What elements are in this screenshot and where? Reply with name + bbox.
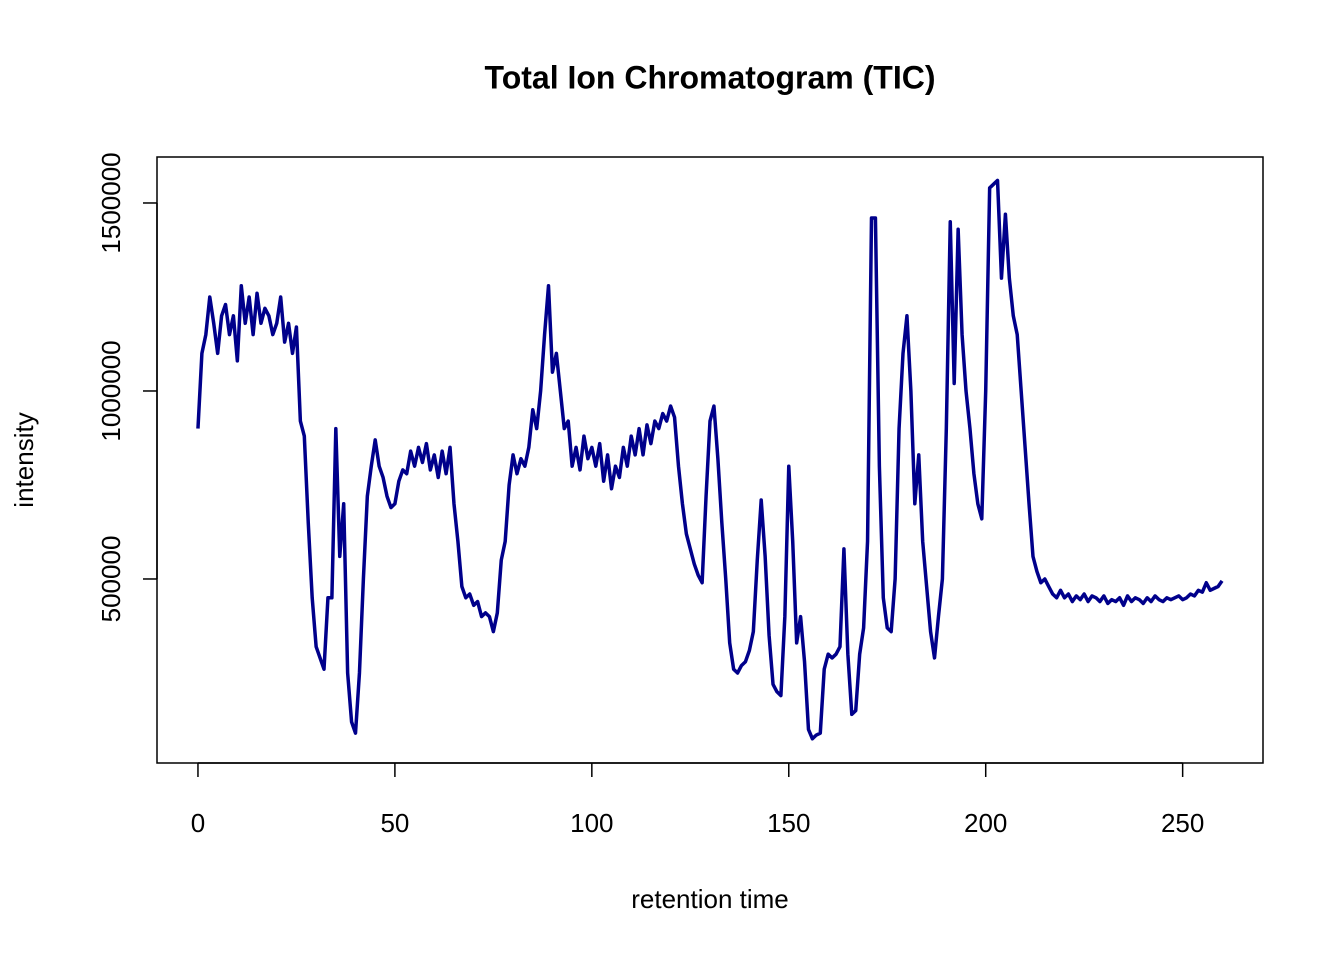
y-tick-label: 1000000 <box>96 340 126 441</box>
chart-title: Total Ion Chromatogram (TIC) <box>485 59 936 95</box>
x-axis-label: retention time <box>631 884 789 914</box>
x-tick-label: 200 <box>964 808 1007 838</box>
tic-line <box>196 178 1224 741</box>
x-tick-label: 100 <box>570 808 613 838</box>
y-tick-label: 500000 <box>96 536 126 623</box>
x-tick-label: 0 <box>191 808 205 838</box>
x-tick-label: 50 <box>380 808 409 838</box>
y-axis-label: intensity <box>9 412 39 507</box>
y-tick-label: 1500000 <box>96 152 126 253</box>
x-tick-label: 250 <box>1161 808 1204 838</box>
x-tick-label: 150 <box>767 808 810 838</box>
